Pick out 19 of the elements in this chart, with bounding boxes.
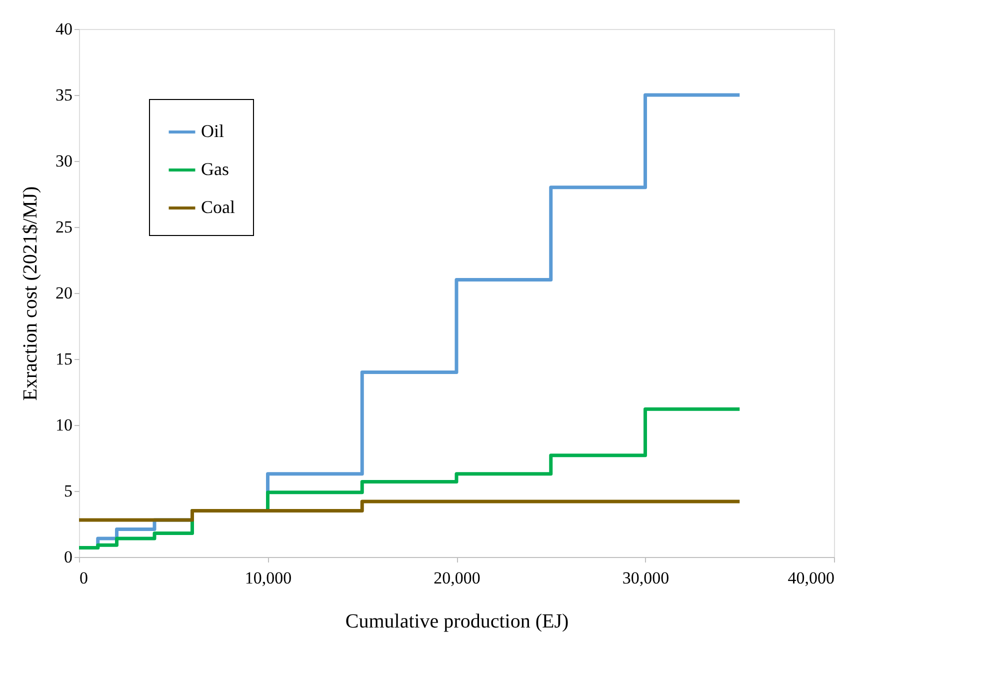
y-tick-label: 15	[56, 350, 72, 368]
y-tick-label: 20	[56, 284, 72, 302]
y-axis-title: Exraction cost (2021$/MJ)	[20, 186, 42, 401]
y-tick-label: 0	[64, 548, 72, 566]
x-tick-label: 30,000	[622, 568, 670, 588]
y-tick-label: 5	[64, 482, 72, 500]
y-tick-label: 25	[56, 218, 72, 236]
x-axis-title: Cumulative production (EJ)	[345, 610, 569, 632]
x-tick-label: 10,000	[244, 568, 292, 588]
x-tick-label: 20,000	[434, 568, 480, 588]
x-tick-label: 40,000	[788, 568, 834, 588]
y-tick-label: 35	[56, 86, 72, 104]
legend-label: Coal	[201, 197, 235, 217]
y-tick-label: 40	[56, 20, 72, 38]
y-tick-label: 10	[56, 416, 72, 434]
x-tick-label: 0	[80, 568, 88, 588]
legend-label: Oil	[201, 121, 224, 141]
legend-label: Gas	[201, 159, 229, 179]
y-tick-label: 30	[56, 152, 72, 170]
